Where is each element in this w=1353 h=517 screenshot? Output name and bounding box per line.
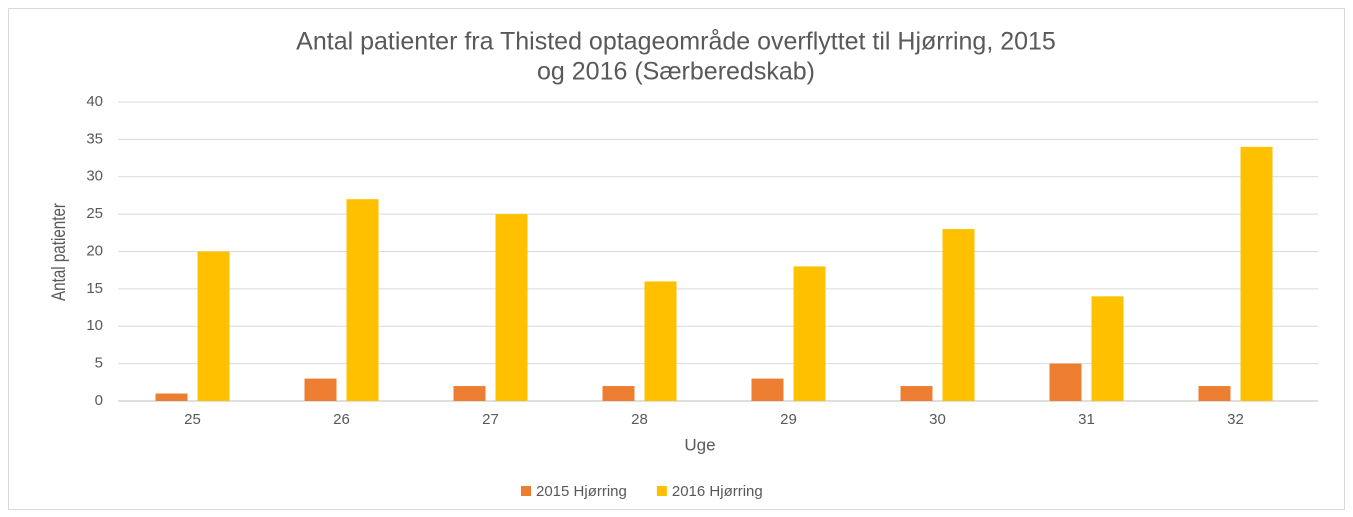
bar — [751, 378, 784, 401]
bar — [1198, 386, 1231, 401]
bar — [793, 266, 826, 401]
bar — [197, 251, 230, 401]
bar — [942, 229, 975, 401]
y-tick-label: 10 — [86, 317, 103, 334]
legend-swatch — [656, 486, 667, 496]
x-tick-label: 28 — [631, 411, 648, 428]
bar — [155, 393, 188, 401]
bar — [644, 281, 677, 401]
x-tick-label: 31 — [1078, 411, 1095, 428]
legend-label: 2016 Hjørring — [672, 483, 763, 500]
y-tick-label: 40 — [86, 93, 103, 110]
bar — [304, 378, 337, 401]
x-tick-label: 29 — [780, 411, 797, 428]
bar — [1049, 363, 1082, 401]
y-tick-label: 35 — [86, 130, 103, 147]
y-tick-label: 0 — [95, 392, 103, 409]
x-axis-label: Uge — [684, 435, 715, 454]
y-tick-label: 15 — [86, 280, 103, 297]
bar — [346, 199, 379, 401]
y-tick-label: 5 — [95, 355, 103, 372]
x-tick-label: 25 — [184, 411, 201, 428]
y-tick-label: 25 — [86, 205, 103, 222]
legend-swatch — [521, 486, 531, 496]
chart-frame — [8, 8, 1345, 510]
x-tick-label: 27 — [482, 411, 499, 428]
y-tick-label: 20 — [86, 242, 103, 259]
chart-title: og 2016 (Særberedskab) — [537, 58, 815, 86]
bar — [900, 386, 933, 401]
bar — [602, 386, 635, 401]
y-tick-label: 30 — [86, 168, 103, 185]
legend-label: 2015 Hjørring — [536, 483, 627, 500]
bar — [495, 214, 528, 401]
x-tick-label: 26 — [333, 411, 350, 428]
bar — [453, 386, 486, 401]
bar — [1091, 296, 1124, 401]
chart-title: Antal patienter fra Thisted optageområde… — [296, 28, 1056, 56]
x-tick-label: 30 — [929, 411, 946, 428]
x-tick-label: 32 — [1227, 411, 1244, 428]
y-axis-label: Antal patienter — [47, 203, 69, 301]
bar — [1240, 146, 1273, 401]
